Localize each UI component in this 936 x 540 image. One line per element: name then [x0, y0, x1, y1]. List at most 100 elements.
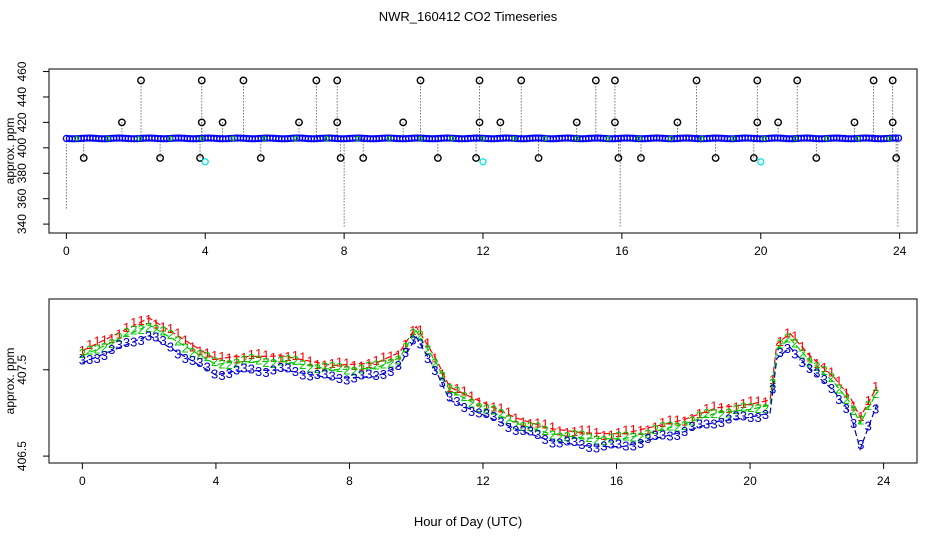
series-1-marker: 1: [608, 428, 615, 443]
top-cyan-point: [757, 158, 765, 166]
series-3-marker: 3: [211, 367, 218, 382]
series-1-marker: 1: [666, 412, 673, 427]
series-1-marker: 1: [586, 423, 593, 438]
top-outlier-point: [312, 76, 321, 85]
bottom-x-tick-label: 20: [743, 474, 757, 488]
series-1-marker: 1: [138, 313, 145, 328]
series-2-marker: 2: [762, 401, 769, 416]
series-1-marker: 1: [262, 348, 269, 363]
top-x-tick-label: 4: [202, 244, 209, 258]
series-1-marker: 1: [505, 404, 512, 419]
series-1-line: [82, 317, 878, 435]
series-2-marker: 2: [262, 355, 269, 370]
series-1-marker: 1: [380, 349, 387, 364]
bottom-x-tick-label: 0: [79, 474, 86, 488]
series-2-marker: 2: [152, 322, 159, 337]
series-2-marker: 2: [872, 386, 879, 401]
top-outlier-point: [333, 118, 342, 127]
top-y-tick-label: 420: [15, 112, 29, 132]
series-3-marker: 3: [490, 409, 497, 424]
top-data-point-alt: [761, 135, 767, 142]
series-1-marker: 1: [167, 321, 174, 336]
top-y-tick-label: 400: [15, 137, 29, 157]
series-2-marker: 2: [512, 417, 519, 432]
series-3-marker: 3: [79, 353, 86, 368]
top-outlier-point: [256, 154, 265, 162]
series-2-marker: 2: [681, 418, 688, 433]
series-2-marker: 2: [182, 341, 189, 356]
series-2-marker: 2: [703, 406, 710, 421]
top-outlier-point: [517, 76, 526, 85]
series-1-marker: 1: [351, 358, 358, 373]
top-data-point-alt: [667, 135, 674, 142]
series-2-marker: 2: [218, 356, 225, 371]
series-1-marker: 1: [652, 419, 659, 434]
series-3-marker: 3: [321, 367, 328, 382]
series-2-marker: 2: [189, 345, 196, 360]
series-3-marker: 3: [189, 353, 196, 368]
series-2-marker: 2: [409, 326, 416, 341]
series-3-marker: 3: [791, 347, 798, 362]
series-3-marker: 3: [138, 333, 145, 348]
series-3-marker: 3: [115, 337, 122, 352]
series-2-marker: 2: [644, 427, 651, 442]
series-3-marker: 3: [439, 375, 446, 390]
series-2-marker: 2: [490, 403, 497, 418]
series-1-marker: 1: [710, 399, 717, 414]
series-2-marker: 2: [475, 400, 482, 415]
series-3-marker: 3: [328, 369, 335, 384]
series-3-marker: 3: [277, 360, 284, 375]
top-outlier-point: [774, 118, 783, 127]
series-1-marker: 1: [130, 315, 137, 330]
top-data-point-alt: [574, 135, 580, 142]
series-1-marker: 1: [784, 326, 791, 341]
series-2-marker: 2: [527, 419, 534, 434]
series-3-marker: 3: [630, 439, 637, 454]
series-1-marker: 1: [821, 360, 828, 375]
series-3-marker: 3: [101, 348, 108, 363]
series-3-marker: 3: [586, 440, 593, 455]
series-2-marker: 2: [769, 376, 776, 391]
top-data-point-alt: [417, 135, 424, 142]
series-2-marker: 2: [615, 428, 622, 443]
series-2-marker: 2: [365, 359, 372, 374]
series-3-marker: 3: [784, 341, 791, 356]
series-2-marker: 2: [461, 389, 468, 404]
series-1-marker: 1: [226, 350, 233, 365]
series-2-marker: 2: [541, 423, 548, 438]
series-3-marker: 3: [512, 423, 519, 438]
series-2-marker: 2: [387, 356, 394, 371]
top-plot-frame: [48, 68, 918, 234]
series-3-marker: 3: [130, 335, 137, 350]
series-3-marker: 3: [843, 401, 850, 416]
top-outlier-point: [673, 118, 682, 127]
series-1-marker: 1: [145, 312, 152, 327]
series-1-marker: 1: [93, 334, 100, 349]
top-outlier-point: [614, 154, 623, 162]
series-1-marker: 1: [637, 423, 644, 438]
series-1-marker: 1: [497, 401, 504, 416]
series-2-marker: 2: [277, 353, 284, 368]
series-2-marker: 2: [791, 336, 798, 351]
series-2-marker: 2: [732, 402, 739, 417]
series-2-marker: 2: [439, 369, 446, 384]
series-1-marker: 1: [431, 350, 438, 365]
series-3-marker: 3: [306, 369, 313, 384]
series-1-marker: 1: [424, 336, 431, 351]
series-3-marker: 3: [314, 367, 321, 382]
series-1-marker: 1: [630, 422, 637, 437]
series-2-marker: 2: [380, 356, 387, 371]
series-3-marker: 3: [174, 346, 181, 361]
series-2-marker: 2: [373, 358, 380, 373]
bottom-x-tick-label: 4: [213, 474, 220, 488]
top-data-point-alt: [542, 135, 549, 142]
series-1-marker: 1: [306, 354, 313, 369]
series-3-marker: 3: [336, 371, 343, 386]
top-outlier-point: [399, 118, 408, 127]
top-outlier-point: [416, 76, 425, 85]
series-1-marker: 1: [571, 424, 578, 439]
series-1-marker: 1: [754, 393, 761, 408]
series-2-marker: 2: [292, 353, 299, 368]
top-y-tick-label: 360: [15, 188, 29, 208]
